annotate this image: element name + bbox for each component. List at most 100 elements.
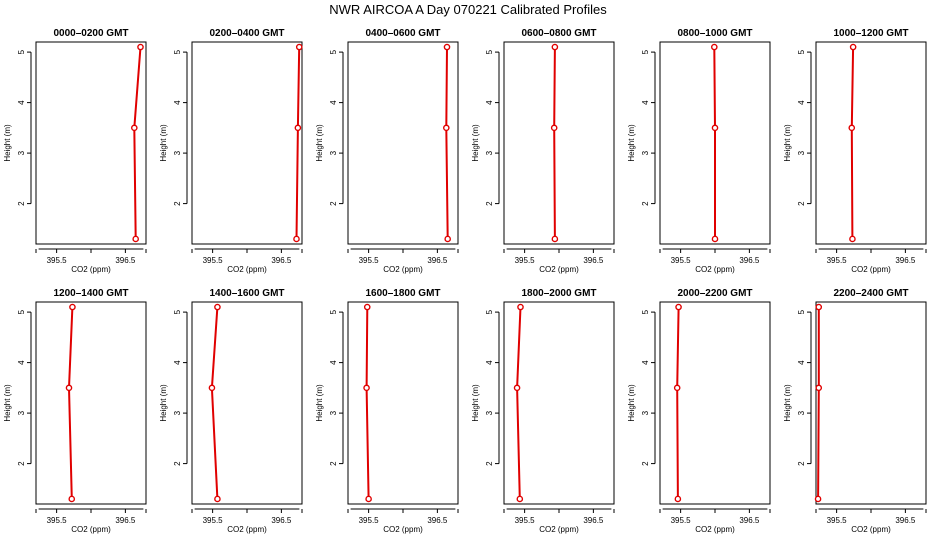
y-tick-label: 5	[173, 49, 182, 54]
profile-point	[815, 384, 823, 392]
profile-line	[67, 307, 74, 499]
y-tick-label: 3	[485, 150, 494, 155]
profile-point	[293, 235, 300, 243]
profile-point	[68, 495, 76, 503]
profile-point	[365, 495, 372, 503]
y-tick-label: 3	[17, 150, 26, 155]
y-tick-label: 4	[641, 100, 650, 105]
profile-line	[850, 47, 855, 239]
panel-title: 0200–0400 GMT	[209, 28, 284, 39]
x-axis-label: CO2 (ppm)	[851, 265, 891, 274]
profile-point	[444, 235, 451, 243]
x-tick-label: 396.5	[739, 256, 760, 265]
plot-frame	[503, 301, 615, 505]
y-tick-label: 2	[17, 461, 26, 466]
y-tick-label: 4	[485, 360, 494, 365]
x-tick-label: 395.5	[827, 516, 848, 525]
plot-frame	[815, 41, 927, 245]
profile-point	[814, 495, 822, 503]
profile-point	[443, 43, 451, 51]
y-axis-label: Height (m)	[627, 124, 636, 162]
y-axis-label: Height (m)	[783, 124, 792, 162]
profile-point	[513, 384, 521, 392]
profile-point	[69, 303, 76, 311]
profile-line	[210, 307, 219, 499]
x-tick-label: 396.5	[895, 256, 916, 265]
y-tick-label: 5	[485, 49, 494, 54]
profile-point	[363, 303, 371, 311]
profile-point	[675, 303, 682, 311]
x-tick-label: 395.5	[203, 516, 224, 525]
x-tick-label: 395.5	[671, 256, 692, 265]
y-tick-label: 3	[641, 410, 650, 415]
x-tick-label: 396.5	[271, 516, 292, 525]
profile-line	[365, 307, 370, 499]
profile-point	[294, 124, 302, 132]
profile-panel-1: 0000–0200 GMT 395.5 396.5 CO2 (ppm) 2 3 4 5 Heig…	[3, 28, 147, 274]
profile-point	[711, 235, 719, 243]
x-tick-label: 395.5	[671, 516, 692, 525]
x-tick-label: 395.5	[47, 516, 68, 525]
profile-line	[445, 47, 449, 239]
x-axis-label: CO2 (ppm)	[227, 265, 267, 274]
y-axis-label: Height (m)	[315, 384, 324, 422]
y-tick-label: 3	[173, 150, 182, 155]
x-tick-label: 396.5	[427, 516, 448, 525]
y-tick-label: 5	[485, 309, 494, 314]
panel-title: 2200–2400 GMT	[833, 288, 908, 299]
plot-frame	[35, 301, 147, 505]
panel-title: 1000–1200 GMT	[833, 28, 908, 39]
y-tick-label: 5	[17, 49, 26, 54]
profile-line	[817, 307, 820, 499]
x-axis-label: CO2 (ppm)	[695, 525, 735, 534]
y-tick-label: 2	[173, 461, 182, 466]
profile-point	[214, 495, 221, 503]
y-tick-label: 2	[173, 201, 182, 206]
panel-title: 0000–0200 GMT	[53, 28, 128, 39]
profile-line	[133, 47, 142, 239]
y-tick-label: 3	[17, 410, 26, 415]
profile-panel-7: 1200–1400 GMT 395.5 396.5 CO2 (ppm) 2 3 4 5 Heig…	[3, 288, 147, 534]
y-tick-label: 5	[329, 309, 338, 314]
y-tick-label: 2	[797, 201, 806, 206]
plot-frame	[191, 301, 303, 505]
profile-point	[815, 303, 823, 311]
y-tick-label: 2	[641, 201, 650, 206]
profile-point	[132, 235, 139, 243]
y-tick-label: 3	[797, 410, 806, 415]
y-axis-label: Height (m)	[159, 384, 168, 422]
panel-title: 1800–2000 GMT	[521, 288, 596, 299]
x-tick-label: 396.5	[739, 516, 760, 525]
y-tick-label: 4	[485, 100, 494, 105]
profile-point	[849, 43, 857, 51]
profile-point	[673, 384, 681, 392]
plot-frame	[815, 301, 927, 505]
y-tick-label: 4	[329, 360, 338, 365]
x-tick-label: 396.5	[895, 516, 916, 525]
profile-panel-6: 1000–1200 GMT 395.5 396.5 CO2 (ppm) 2 3 4 5 Heig…	[783, 28, 927, 274]
y-tick-label: 2	[329, 201, 338, 206]
x-tick-label: 395.5	[47, 256, 68, 265]
profile-panel-11: 2000–2200 GMT 395.5 396.5 CO2 (ppm) 2 3 4 5 Heig…	[627, 288, 771, 534]
y-tick-label: 3	[329, 410, 338, 415]
profile-panel-12: 2200–2400 GMT 395.5 396.5 CO2 (ppm) 2 3 4 5 Heig…	[783, 288, 927, 534]
profile-line	[553, 47, 556, 239]
y-axis-label: Height (m)	[3, 384, 12, 422]
profile-point	[214, 303, 221, 311]
plot-frame	[659, 301, 771, 505]
y-axis-label: Height (m)	[471, 124, 480, 162]
x-axis-label: CO2 (ppm)	[695, 265, 735, 274]
x-axis-label: CO2 (ppm)	[383, 525, 423, 534]
y-tick-label: 5	[17, 309, 26, 314]
plot-frame	[503, 41, 615, 245]
y-tick-label: 4	[641, 360, 650, 365]
profile-panel-8: 1400–1600 GMT 395.5 396.5 CO2 (ppm) 2 3 4 5 Heig…	[159, 288, 303, 534]
panel-title: 0600–0800 GMT	[521, 28, 596, 39]
profile-panel-10: 1800–2000 GMT 395.5 396.5 CO2 (ppm) 2 3 4 5 Heig…	[471, 288, 615, 534]
x-axis-label: CO2 (ppm)	[71, 525, 111, 534]
y-tick-label: 5	[641, 309, 650, 314]
y-tick-label: 5	[641, 49, 650, 54]
y-tick-label: 4	[329, 100, 338, 105]
plot-frame	[191, 41, 303, 245]
